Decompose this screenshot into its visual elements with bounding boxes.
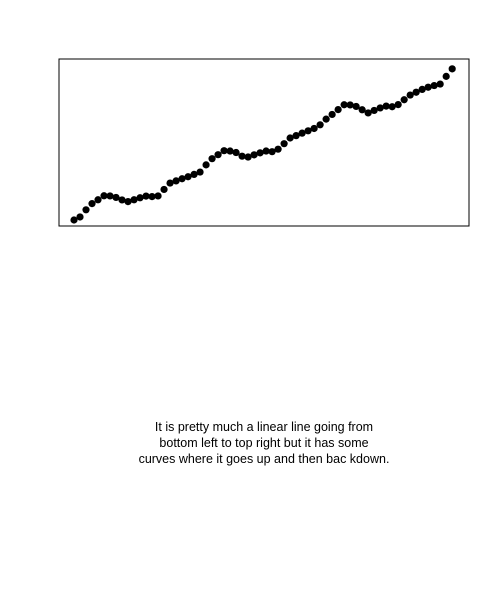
- point: [208, 155, 216, 163]
- point: [400, 96, 408, 104]
- point: [172, 177, 180, 185]
- point: [76, 213, 84, 221]
- point: [166, 179, 174, 187]
- point: [406, 91, 414, 99]
- point: [88, 200, 96, 208]
- plot-frame: [58, 58, 470, 227]
- point: [250, 151, 258, 159]
- point: [316, 121, 324, 129]
- point: [130, 196, 138, 204]
- point: [238, 152, 246, 160]
- point: [334, 106, 342, 114]
- point: [328, 110, 336, 119]
- point: [448, 65, 456, 73]
- point: [178, 175, 186, 183]
- point: [268, 148, 276, 156]
- point: [226, 147, 234, 155]
- point: [244, 153, 252, 161]
- point: [424, 83, 432, 91]
- point: [298, 129, 306, 137]
- point: [346, 101, 354, 109]
- point: [118, 196, 126, 204]
- point: [358, 106, 366, 114]
- point: [142, 192, 150, 200]
- point: [418, 85, 426, 93]
- caption-line: It is pretty much a linear line going fr…: [155, 420, 373, 434]
- point: [370, 106, 378, 115]
- point: [94, 196, 102, 204]
- point: [382, 102, 390, 110]
- point: [352, 102, 360, 111]
- point: [310, 124, 318, 133]
- point: [412, 88, 420, 96]
- point: [220, 147, 228, 155]
- point: [262, 147, 270, 155]
- point: [388, 103, 396, 111]
- point: [292, 132, 300, 140]
- point: [160, 185, 168, 194]
- point: [304, 127, 312, 135]
- point: [82, 206, 90, 214]
- point: [256, 149, 264, 157]
- point: [280, 140, 288, 148]
- point: [286, 134, 294, 142]
- point: [322, 115, 330, 123]
- point: [112, 193, 120, 202]
- point: [136, 194, 144, 202]
- point: [376, 104, 384, 112]
- point: [274, 145, 282, 153]
- point: [196, 168, 204, 176]
- point: [100, 192, 108, 200]
- caption-line: bottom left to top right but it has some: [159, 436, 368, 450]
- point: [430, 81, 438, 90]
- point: [70, 216, 78, 224]
- point: [232, 148, 240, 157]
- point: [106, 192, 114, 200]
- point: [202, 161, 210, 169]
- point: [364, 109, 372, 117]
- point: [190, 170, 198, 178]
- point: [340, 101, 348, 109]
- point: [184, 173, 192, 181]
- point: [124, 198, 132, 206]
- caption-line: curves where it goes up and then bac kdo…: [139, 452, 390, 466]
- point: [442, 72, 450, 80]
- point: [436, 80, 444, 88]
- point: [394, 100, 402, 109]
- point: [148, 193, 156, 201]
- point: [214, 151, 222, 159]
- point: [154, 192, 162, 200]
